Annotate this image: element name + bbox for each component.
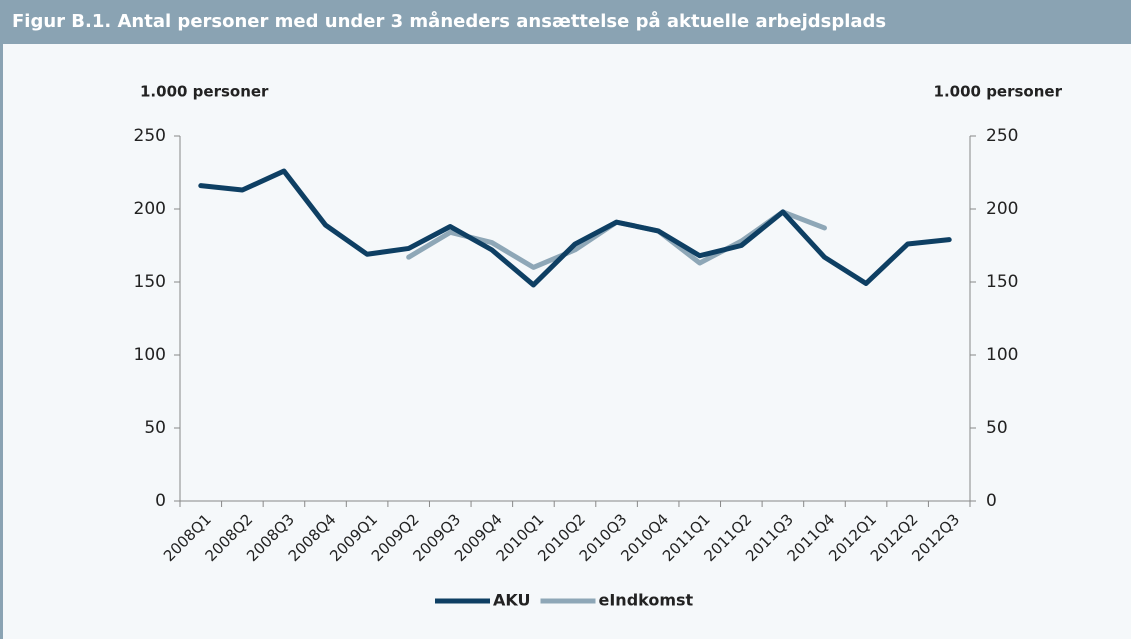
y-axis-label: 1.000 personer <box>140 83 269 101</box>
legend-label: eIndkomst <box>599 591 694 610</box>
y-tick-label: 250 <box>134 126 166 146</box>
chart-title: Figur B.1. Antal personer med under 3 må… <box>0 0 1131 44</box>
frame-border <box>0 44 3 639</box>
y2-tick-label: 150 <box>986 272 1018 292</box>
y2-tick-label: 250 <box>986 126 1018 146</box>
legend-label: AKU <box>493 591 531 610</box>
y-tick-label: 200 <box>134 199 166 219</box>
y-tick-label: 100 <box>134 345 166 365</box>
y2-tick-label: 50 <box>986 418 1008 438</box>
y-tick-label: 50 <box>144 418 166 438</box>
y2-axis-label: 1.000 personer <box>934 83 1063 101</box>
y2-tick-label: 200 <box>986 199 1018 219</box>
line-series <box>198 168 952 288</box>
y2-tick-label: 0 <box>986 491 997 511</box>
y2-tick-label: 100 <box>986 345 1018 365</box>
y-tick-label: 0 <box>155 491 166 511</box>
y-tick-label: 150 <box>134 272 166 292</box>
